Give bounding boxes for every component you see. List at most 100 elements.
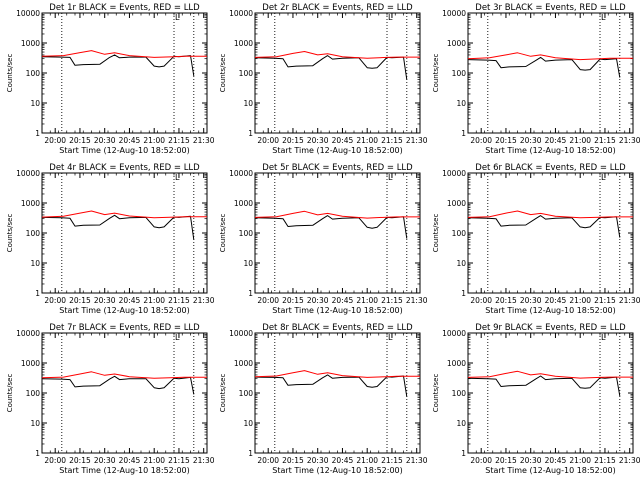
detector-chart: Det 2r BLACK = Events, RED = LLD 1 10 100 10… <box>219 3 428 155</box>
x-axis-label: Start Time (12-Aug-10 18:52:00) <box>59 466 190 475</box>
x-tick-label: 20:15 <box>495 136 517 145</box>
plot-frame <box>41 332 208 454</box>
x-tick-label: 21:00 <box>143 296 165 305</box>
x-tick-label: 21:30 <box>193 296 215 305</box>
lld-series-line <box>41 371 207 379</box>
x-tick-label: 21:15 <box>381 456 403 465</box>
flag-label: L <box>601 13 606 22</box>
lld-series-line <box>467 370 633 379</box>
y-tick-label: 10 <box>243 259 253 268</box>
flag-label: L <box>388 333 393 342</box>
plot-frame <box>254 12 421 134</box>
x-tick-label: 21:00 <box>143 456 165 465</box>
y-tick-label: 1000 <box>234 39 253 48</box>
x-tick-label: 21:00 <box>143 136 165 145</box>
lld-series-line <box>254 210 420 219</box>
detector-chart: Det 1r BLACK = Events, RED = LLD 1 10 100 10… <box>6 3 215 155</box>
y-axis-label: Counts/sec <box>6 54 14 93</box>
y-axis-label: Counts/sec <box>432 54 440 93</box>
y-tick-label: 1000 <box>21 199 40 208</box>
lld-series-line <box>467 52 633 61</box>
x-tick-label: 20:45 <box>119 456 141 465</box>
y-tick-label: 10 <box>456 259 466 268</box>
x-tick-label: 21:30 <box>619 456 640 465</box>
flag-label: L <box>601 173 606 182</box>
chart-title: Det 3r BLACK = Events, RED = LLD <box>475 3 626 13</box>
y-tick-label: 10 <box>243 419 253 428</box>
y-tick-label: 10000 <box>229 9 253 18</box>
y-axis-label: Counts/sec <box>219 54 227 93</box>
y-tick-label: 10000 <box>442 169 466 178</box>
x-tick-label: 20:15 <box>282 456 304 465</box>
x-tick-label: 20:00 <box>44 296 66 305</box>
y-tick-label: 10000 <box>16 169 40 178</box>
y-tick-label: 100 <box>26 389 41 398</box>
detector-chart: Det 9r BLACK = Events, RED = LLD 1 10 100 10… <box>432 323 640 475</box>
x-tick-label: 20:30 <box>94 296 116 305</box>
x-axis-label: Start Time (12-Aug-10 18:52:00) <box>485 466 616 475</box>
events-series-line <box>254 55 408 80</box>
flag-label: L <box>175 333 180 342</box>
plot-frame <box>41 12 208 134</box>
y-tick-label: 100 <box>239 229 254 238</box>
plot-frame <box>467 172 634 294</box>
flag-label: L <box>175 173 180 182</box>
y-tick-label: 1000 <box>447 39 466 48</box>
x-tick-label: 21:30 <box>193 136 215 145</box>
y-tick-label: 10000 <box>229 169 253 178</box>
x-tick-label: 20:15 <box>282 296 304 305</box>
chart-title: Det 6r BLACK = Events, RED = LLD <box>475 163 626 173</box>
x-tick-label: 20:00 <box>44 456 66 465</box>
x-axis-label: Start Time (12-Aug-10 18:52:00) <box>272 466 403 475</box>
chart-title: Det 8r BLACK = Events, RED = LLD <box>262 323 413 333</box>
x-tick-label: 20:45 <box>545 136 567 145</box>
y-axis-label: Counts/sec <box>6 374 14 413</box>
detector-panel: Det 9r BLACK = Events, RED = LLD 1 10 100 10… <box>426 320 640 480</box>
detector-chart: Det 6r BLACK = Events, RED = LLD 1 10 100 10… <box>432 163 640 315</box>
plot-frame <box>254 172 421 294</box>
x-tick-label: 20:15 <box>69 456 91 465</box>
x-tick-label: 20:00 <box>470 136 492 145</box>
x-tick-label: 20:00 <box>44 136 66 145</box>
lld-series-line <box>41 50 207 58</box>
x-tick-label: 20:30 <box>307 136 329 145</box>
detector-panel: Det 3r BLACK = Events, RED = LLD 1 10 100 10… <box>426 0 640 160</box>
y-tick-label: 1000 <box>21 359 40 368</box>
y-tick-label: 1000 <box>234 199 253 208</box>
x-axis-label: Start Time (12-Aug-10 18:52:00) <box>272 146 403 155</box>
chart-title: Det 4r BLACK = Events, RED = LLD <box>49 163 200 173</box>
y-tick-label: 1 <box>461 289 466 298</box>
y-tick-label: 10 <box>456 419 466 428</box>
x-tick-label: 21:30 <box>406 296 428 305</box>
x-axis-label: Start Time (12-Aug-10 18:52:00) <box>272 306 403 315</box>
detector-panel: Det 5r BLACK = Events, RED = LLD 1 10 100 10… <box>213 160 428 320</box>
events-series-line <box>254 215 408 239</box>
x-tick-label: 20:45 <box>332 456 354 465</box>
x-tick-label: 20:45 <box>545 296 567 305</box>
chart-title: Det 2r BLACK = Events, RED = LLD <box>262 3 413 13</box>
x-tick-label: 20:15 <box>495 456 517 465</box>
x-tick-label: 20:45 <box>119 136 141 145</box>
detector-chart: Det 3r BLACK = Events, RED = LLD 1 10 100 10… <box>432 3 640 155</box>
lld-series-line <box>254 370 420 378</box>
y-axis-label: Counts/sec <box>432 374 440 413</box>
y-tick-label: 1 <box>248 289 253 298</box>
x-tick-label: 20:15 <box>69 136 91 145</box>
x-tick-label: 21:30 <box>193 456 215 465</box>
y-tick-label: 10000 <box>16 9 40 18</box>
x-tick-label: 21:00 <box>569 296 591 305</box>
events-series-line <box>41 214 195 240</box>
x-tick-label: 20:45 <box>332 136 354 145</box>
lld-series-line <box>467 210 633 219</box>
x-tick-label: 21:15 <box>594 296 616 305</box>
y-tick-label: 10 <box>456 99 466 108</box>
y-tick-label: 10000 <box>16 329 40 338</box>
y-tick-label: 10000 <box>442 9 466 18</box>
x-tick-label: 21:30 <box>406 136 428 145</box>
x-tick-label: 21:00 <box>569 136 591 145</box>
events-series-line <box>41 54 195 76</box>
detector-panel: Det 1r BLACK = Events, RED = LLD 1 10 100 10… <box>0 0 215 160</box>
x-tick-label: 20:45 <box>332 296 354 305</box>
y-tick-label: 1000 <box>447 199 466 208</box>
